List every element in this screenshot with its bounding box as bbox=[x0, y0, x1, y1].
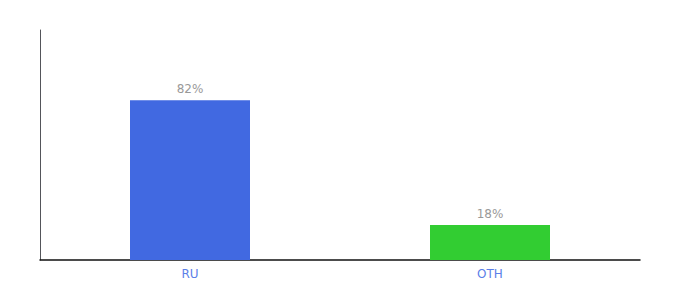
svg-text:RU: RU bbox=[181, 267, 198, 281]
svg-text:82%: 82% bbox=[177, 82, 204, 96]
svg-text:OTH: OTH bbox=[477, 267, 503, 281]
svg-text:18%: 18% bbox=[477, 207, 504, 221]
